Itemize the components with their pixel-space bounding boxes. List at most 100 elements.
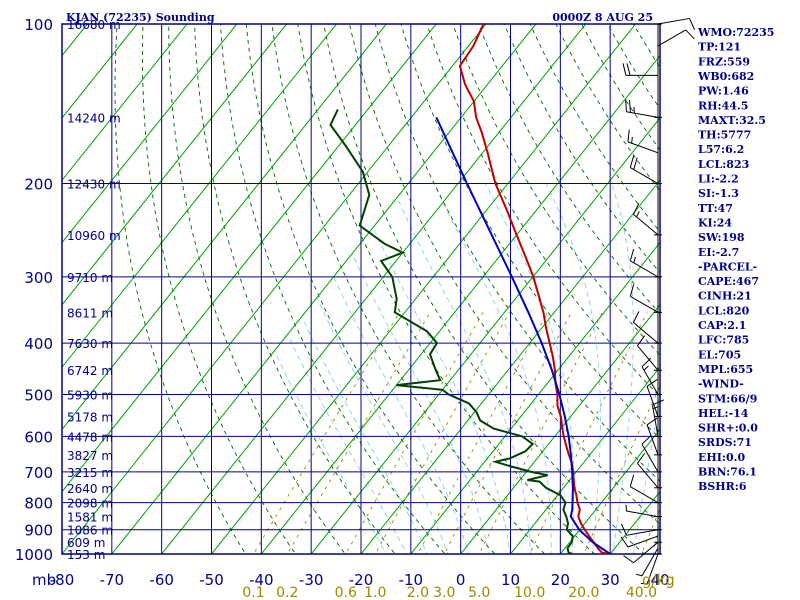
wind-barb-half-flag xyxy=(640,582,648,585)
dry-adiabat-line xyxy=(194,24,396,554)
wind-barb-shaft xyxy=(641,443,659,473)
index-entry: WMO:72235 xyxy=(697,26,774,39)
wind-barb-shaft xyxy=(626,510,659,518)
index-entry: RH:44.5 xyxy=(698,99,748,112)
isotherm-line xyxy=(111,24,537,554)
moist-adiabat-line xyxy=(274,351,387,554)
mixing-ratio-line xyxy=(529,312,648,554)
wind-barb xyxy=(623,541,659,564)
wind-barb-flag xyxy=(627,129,630,142)
index-entry: CAPE:467 xyxy=(698,275,759,288)
pressure-tick-label: 100 xyxy=(24,16,53,34)
moist-adiabat-line xyxy=(545,183,601,554)
index-entry: PW:1.46 xyxy=(698,85,749,98)
grid xyxy=(61,23,661,555)
index-entry: EI:-2.7 xyxy=(698,246,739,259)
temperature-tick-label: 10 xyxy=(501,571,520,589)
mixing-ratio-tick-label: 10.0 xyxy=(514,585,545,600)
height-label: 5178 m xyxy=(67,410,113,424)
pressure-tick-label: 1000 xyxy=(15,546,53,564)
mixing-ratio-tick-label: 40.0 xyxy=(626,585,657,600)
profiles xyxy=(329,24,611,554)
height-label: 4478 m xyxy=(67,430,113,444)
height-label: 2640 m xyxy=(67,482,113,496)
moist-adiabat-line xyxy=(374,230,511,554)
wind-barb-flag xyxy=(625,99,627,112)
height-label: 9710 m xyxy=(67,271,113,285)
height-labels: 16680 m 14240 m 12430 m 10960 m 9710 m 8611 m… xyxy=(67,18,121,562)
index-entry: STM:66/9 xyxy=(698,392,757,405)
pressure-unit-label: mb xyxy=(32,571,56,589)
height-label: 1086 m xyxy=(67,524,113,538)
wind-barb-shaft xyxy=(651,404,659,437)
height-label: 1581 m xyxy=(67,511,113,525)
wind-barb-shaft xyxy=(657,17,690,25)
dry-adiabat-line xyxy=(114,24,247,554)
wind-barb xyxy=(646,378,659,417)
wind-barb xyxy=(657,17,696,30)
temperature-tick-label: -40 xyxy=(249,571,274,589)
index-entry: EHI:0.0 xyxy=(698,451,745,464)
temperature-tick-label: -70 xyxy=(100,571,125,589)
isotherm-line xyxy=(0,12,47,565)
isotherm-line xyxy=(210,24,637,554)
wind-barb-half-flag xyxy=(635,573,643,577)
wind-barb-shaft xyxy=(627,141,659,154)
index-entry: SRDS:71 xyxy=(698,436,752,449)
index-entry: SI:-1.3 xyxy=(698,187,739,200)
wind-barb-shaft xyxy=(630,167,659,184)
dry-adiabat-line xyxy=(426,24,660,398)
isotherm-line xyxy=(62,24,288,306)
pressure-tick-label: 700 xyxy=(24,464,53,482)
wind-barb-flag xyxy=(620,523,627,536)
height-label: 153 m xyxy=(67,548,105,562)
index-entry: -WIND- xyxy=(698,378,744,391)
wind-barb-half-flag xyxy=(636,211,640,218)
wind-barb-half-flag xyxy=(652,405,659,410)
wind-barb-shaft xyxy=(641,547,659,577)
index-entry: TH:5777 xyxy=(698,129,751,142)
isotherm-line xyxy=(460,304,660,554)
wind-barb-flag xyxy=(652,399,664,406)
mixing-ratio-tick-label: 2.0 xyxy=(407,585,429,600)
wind-barb-shaft xyxy=(633,541,659,564)
dry-adiabat-line xyxy=(219,24,446,554)
wind-barb xyxy=(629,284,659,313)
wind-barb-flag xyxy=(689,18,696,30)
index-entry: TT:47 xyxy=(698,202,733,215)
temperature-tick-label: -10 xyxy=(399,571,424,589)
wind-barb-flag xyxy=(637,335,646,346)
mixing-ratio-line xyxy=(252,312,400,554)
mixing-ratio-line xyxy=(286,312,431,554)
index-entry: BRN:76.1 xyxy=(698,466,757,479)
wind-barb xyxy=(629,248,659,278)
temperature-tick-label: 20 xyxy=(551,571,570,589)
wind-barb-shaft xyxy=(627,535,659,548)
temperature-tick-label: 0 xyxy=(456,571,466,589)
dry-adiabat-line xyxy=(297,24,596,554)
moist-adiabat-line xyxy=(397,200,532,554)
wind-barb xyxy=(646,417,659,456)
wind-barbs xyxy=(620,17,696,585)
wind-barb-flag xyxy=(646,378,658,387)
isotherm-line xyxy=(260,54,660,554)
wind-barb xyxy=(635,547,659,577)
wind-barb-axis xyxy=(654,23,662,555)
wind-barb-shaft xyxy=(641,366,659,395)
wind-barb xyxy=(620,523,659,536)
mixing-ratio-tick-label: 1.0 xyxy=(364,585,386,600)
wind-barb-shaft xyxy=(626,111,659,118)
wind-barb-half-flag xyxy=(643,365,649,371)
wind-barb-shaft xyxy=(630,486,659,504)
height-label: 609 m xyxy=(67,536,105,550)
height-label: 7630 m xyxy=(67,337,113,351)
mixing-ratio-lines xyxy=(252,312,660,554)
temperature-tick-label: -20 xyxy=(349,571,374,589)
dry-adiabat-line xyxy=(529,24,660,233)
pressure-tick-label: 400 xyxy=(24,335,53,353)
wind-barb-shaft xyxy=(626,529,659,536)
moist-adiabat-line xyxy=(353,256,490,554)
pressure-tick-label: 300 xyxy=(24,269,53,287)
wind-barb-flag xyxy=(629,284,635,297)
wind-barb-shaft xyxy=(657,29,686,47)
